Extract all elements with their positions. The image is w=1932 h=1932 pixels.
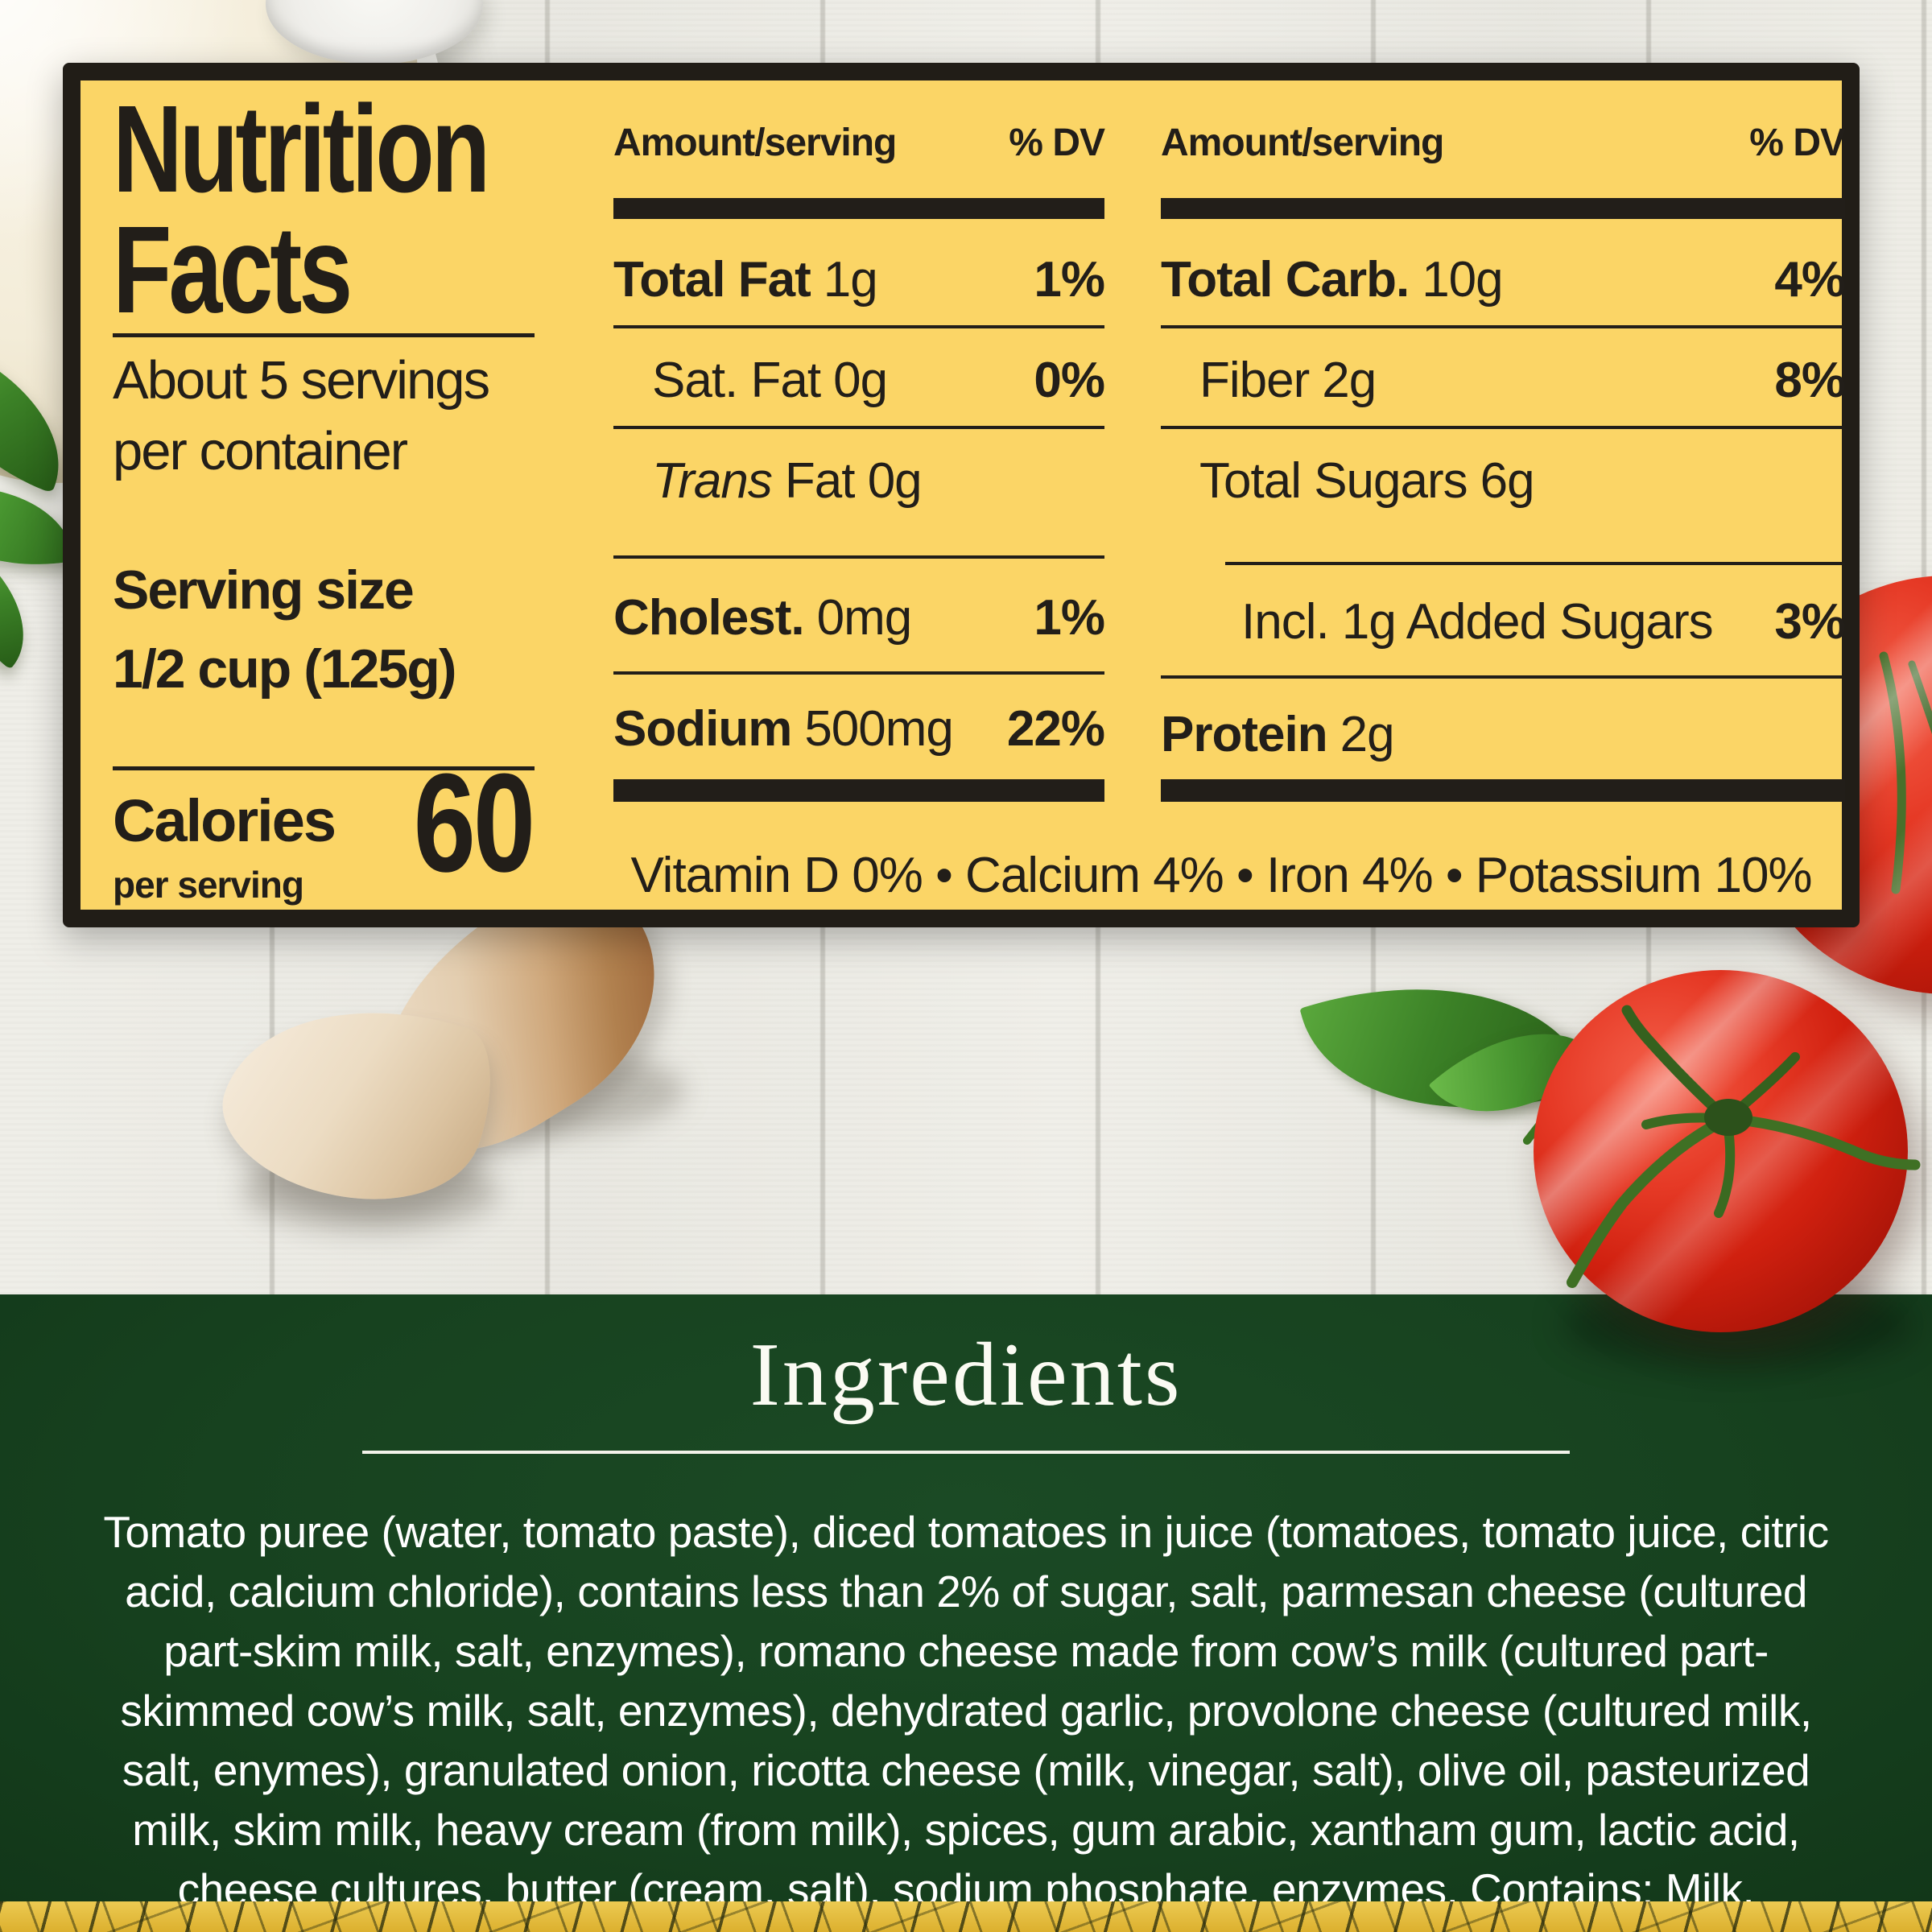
servings-line1: About 5 servings <box>113 350 490 411</box>
servings-line2: per container <box>113 421 408 481</box>
nutrient-row-added-sugars: Incl. 1g Added Sugars 3% <box>1241 594 1846 650</box>
nutrient-row-sodium: Sodium 500mg 22% <box>613 701 1105 757</box>
tomato-calyx <box>1567 1005 1921 1288</box>
ingredients-text: Tomato puree (water, tomato paste), dice… <box>103 1507 1829 1914</box>
calories-label: Calories <box>113 787 336 854</box>
nutrition-facts-panel: Nutrition Facts About 5 servings per con… <box>63 63 1860 927</box>
nutrient-row-protein: Protein 2g <box>1161 707 1395 762</box>
nutrient-row-cholesterol: Cholest. 0mg 1% <box>613 590 1105 646</box>
divider-rule <box>113 766 535 770</box>
thick-bar <box>613 198 1104 219</box>
divider-rule <box>613 671 1104 675</box>
calories-value: 60 <box>413 744 536 901</box>
thick-bar <box>1161 779 1845 802</box>
nutrient-row-fiber: Fiber 2g 8% <box>1199 353 1846 408</box>
nutrient-row-total-fat: Total Fat 1g 1% <box>613 252 1105 308</box>
column-header-dv: % DV <box>1749 122 1846 164</box>
divider-rule <box>1161 675 1845 679</box>
thick-bar <box>1161 198 1845 219</box>
calories-per-serving-label: per serving <box>113 864 304 906</box>
column-header-amount: Amount/serving <box>1161 122 1444 164</box>
divider-rule <box>1161 325 1845 328</box>
column-header-amount: Amount/serving <box>613 122 897 164</box>
panel-title-line2: Facts <box>113 200 353 339</box>
nutrient-row-total-carb: Total Carb. 10g 4% <box>1161 252 1846 308</box>
serving-size-label: Serving size <box>113 559 415 621</box>
ingredients-divider <box>362 1451 1570 1454</box>
vitamins-line: Vitamin D 0% • Calcium 4% • Iron 4% • Po… <box>630 848 1812 903</box>
divider-rule <box>613 325 1104 328</box>
thick-bar <box>613 779 1104 802</box>
divider-rule <box>113 333 535 337</box>
nutrient-row-sat-fat: Sat. Fat 0g 0% <box>652 353 1105 408</box>
column-header-dv: % DV <box>1009 122 1105 164</box>
nutrient-row-total-sugars: Total Sugars 6g <box>1199 453 1535 509</box>
serving-size-value: 1/2 cup (125g) <box>113 638 456 700</box>
divider-rule <box>1161 426 1845 429</box>
panel-title-line1: Nutrition <box>113 80 490 218</box>
ingredients-section <box>0 1294 1932 1901</box>
divider-rule <box>613 555 1104 559</box>
divider-rule <box>613 426 1104 429</box>
nutrient-row-trans-fat: Trans Fat 0g <box>652 453 923 509</box>
divider-rule <box>1225 562 1845 565</box>
tomato-image-large <box>1534 970 1908 1332</box>
ingredients-title: Ingredients <box>749 1325 1183 1425</box>
bottom-crackle-strip <box>0 1901 1932 1932</box>
